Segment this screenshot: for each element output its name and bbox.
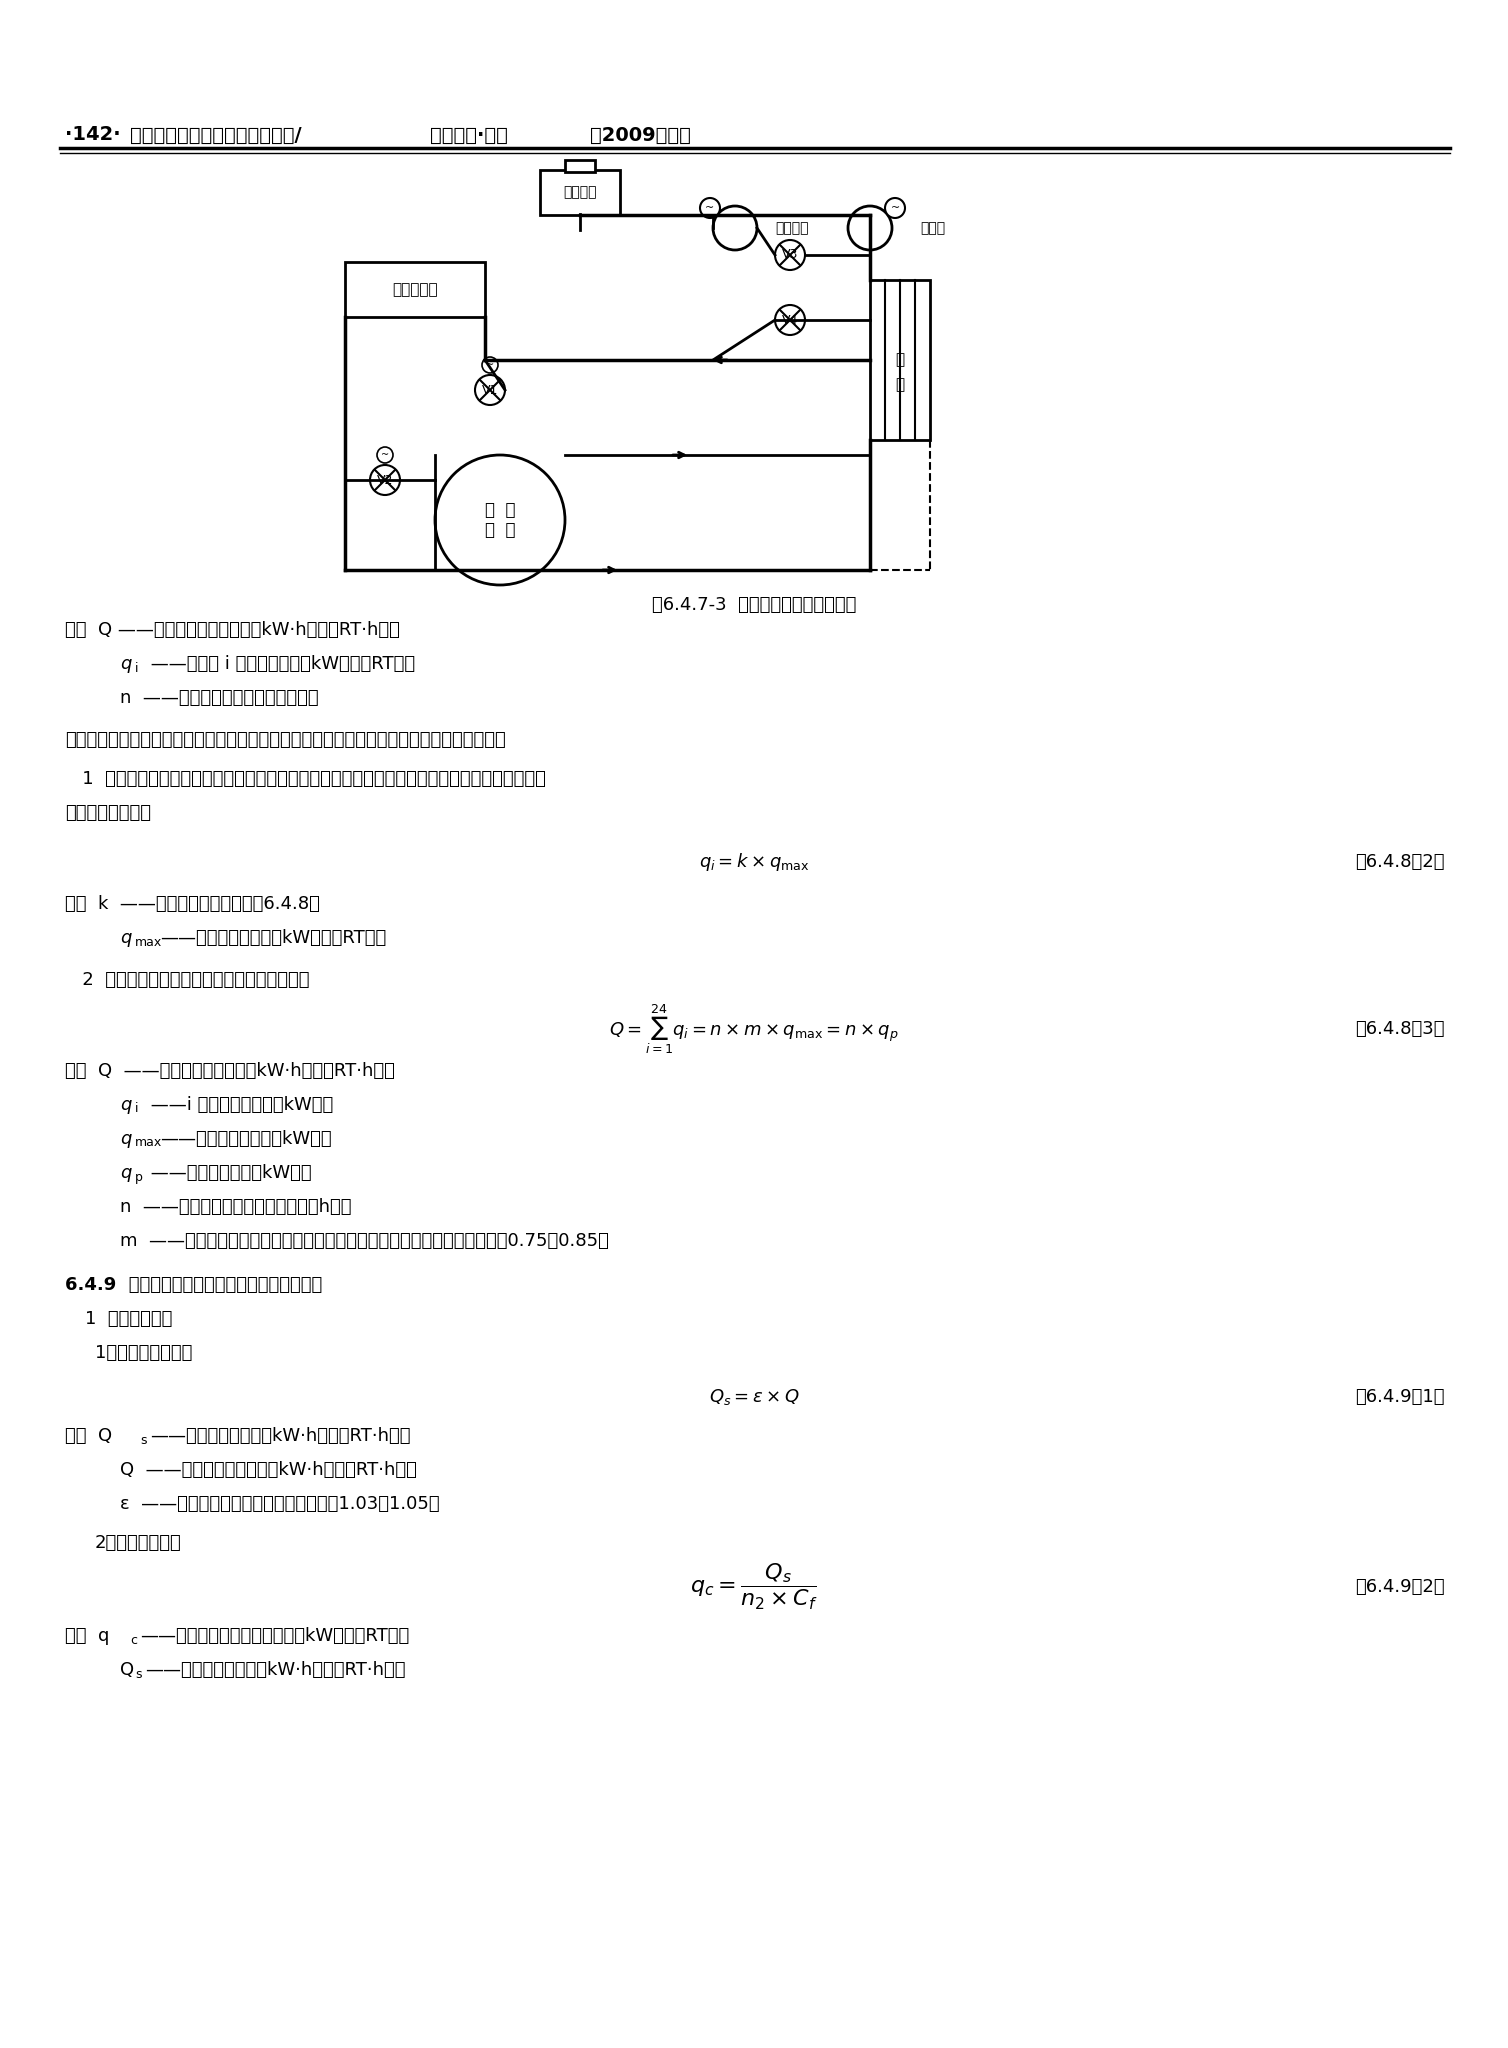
Text: 图6.4.7-3  主机下游串联系统示意图: 图6.4.7-3 主机下游串联系统示意图 xyxy=(651,596,857,614)
Circle shape xyxy=(483,356,498,373)
Text: （6.4.9－2）: （6.4.9－2） xyxy=(1356,1579,1445,1595)
Text: ——i 时刻空调冷负荷（kW）；: ——i 时刻空调冷负荷（kW）； xyxy=(145,1096,333,1114)
Text: 板: 板 xyxy=(896,352,905,367)
Text: n  ——设计日空调系统运行小时数。: n ——设计日空调系统运行小时数。 xyxy=(121,688,318,707)
Text: 装  置: 装 置 xyxy=(484,520,516,539)
Text: V3: V3 xyxy=(781,248,798,262)
Text: 式中  k  ——逐时冷负荷系数，见表6.4.8；: 式中 k ——逐时冷负荷系数，见表6.4.8； xyxy=(65,895,320,913)
Text: i: i xyxy=(136,1102,139,1116)
Text: $Q_s = \varepsilon \times Q$: $Q_s = \varepsilon \times Q$ xyxy=(709,1386,799,1407)
Circle shape xyxy=(713,207,757,250)
Text: ——设计日 i 时刻冷负荷，（kW）或（RT）；: ——设计日 i 时刻冷负荷，（kW）或（RT）； xyxy=(145,655,415,674)
Text: 在方案设计或初步设计阶段，可采用系数法或平均法，根据峰值负荷估计设计日逐时冷负荷。: 在方案设计或初步设计阶段，可采用系数法或平均法，根据峰值负荷估计设计日逐时冷负荷… xyxy=(65,731,505,750)
Text: ——日平均冷负荷（kW）；: ——日平均冷负荷（kW）； xyxy=(145,1163,312,1182)
Text: $q_i = k \times q_{\max}$: $q_i = k \times q_{\max}$ xyxy=(698,852,810,872)
Circle shape xyxy=(475,375,505,406)
Text: 1  全蓄冰系统：: 1 全蓄冰系统： xyxy=(84,1311,172,1327)
Text: n  ——设计日空调系统运行小时数（h）；: n ——设计日空调系统运行小时数（h）； xyxy=(121,1198,351,1217)
Text: 式中  Q  ——设计日总冷负荷，（kW·h）或（RT·h）；: 式中 Q ——设计日总冷负荷，（kW·h）或（RT·h）； xyxy=(65,1063,395,1079)
Text: i: i xyxy=(136,662,139,674)
Text: max: max xyxy=(136,936,163,948)
Circle shape xyxy=(885,199,905,217)
Text: p: p xyxy=(136,1171,143,1184)
Text: ~: ~ xyxy=(706,203,715,213)
Circle shape xyxy=(847,207,893,250)
Text: 冷水泵: 冷水泵 xyxy=(920,221,946,236)
Text: （6.4.8－3）: （6.4.8－3） xyxy=(1356,1020,1445,1038)
Text: 膨胀水箱: 膨胀水箱 xyxy=(564,184,597,199)
Text: V1: V1 xyxy=(483,383,498,397)
Text: 乙二醇泵: 乙二醇泵 xyxy=(775,221,808,236)
Text: q: q xyxy=(121,1163,131,1182)
Text: 式中  Q: 式中 Q xyxy=(65,1427,112,1446)
Circle shape xyxy=(434,455,566,586)
Text: 2  平均法：设计日总冷负荷量应按下式计算：: 2 平均法：设计日总冷负荷量应按下式计算： xyxy=(65,971,309,989)
Bar xyxy=(345,262,486,317)
Text: ~: ~ xyxy=(382,451,389,461)
Text: ——空调工况制冷机制冷量，（kW）或（RT）；: ——空调工况制冷机制冷量，（kW）或（RT）； xyxy=(140,1626,409,1645)
Text: q: q xyxy=(121,930,131,946)
Text: （6.4.9－1）: （6.4.9－1） xyxy=(1356,1389,1445,1407)
Text: 暖通空调·动力: 暖通空调·动力 xyxy=(430,125,508,145)
Text: ——蓄冰装置容量，（kW·h）或（RT·h）；: ——蓄冰装置容量，（kW·h）或（RT·h）； xyxy=(149,1427,410,1446)
Text: s: s xyxy=(136,1667,142,1681)
Text: 蓄  冰: 蓄 冰 xyxy=(484,502,516,518)
Bar xyxy=(540,170,620,215)
Text: Q: Q xyxy=(121,1661,134,1679)
Text: max: max xyxy=(136,1137,163,1149)
Text: q: q xyxy=(121,1130,131,1149)
Circle shape xyxy=(775,240,805,270)
Circle shape xyxy=(369,465,400,496)
Text: 1）蓄冰装置容量：: 1）蓄冰装置容量： xyxy=(95,1343,193,1362)
Text: （6.4.8－2）: （6.4.8－2） xyxy=(1356,854,1445,870)
Text: c: c xyxy=(130,1634,137,1647)
Text: 2）制冷机容量：: 2）制冷机容量： xyxy=(95,1534,182,1552)
Text: m  ——平均负荷系数，等于日平均冷负荷与峰值小时冷负荷的比值，一般取0.75～0.85。: m ——平均负荷系数，等于日平均冷负荷与峰值小时冷负荷的比值，一般取0.75～0… xyxy=(121,1233,609,1249)
Text: 式中  Q ——设计日空调总冷量，（kW·h）或（RT·h）；: 式中 Q ——设计日空调总冷量，（kW·h）或（RT·h）； xyxy=(65,621,400,639)
Text: q: q xyxy=(121,1096,131,1114)
Text: 式中  q: 式中 q xyxy=(65,1626,110,1645)
Text: 6.4.9  蓄冰装置容量，可按下列方法计算确定：: 6.4.9 蓄冰装置容量，可按下列方法计算确定： xyxy=(65,1276,323,1294)
Text: ——蓄冰装置容量，（kW·h）或（RT·h）；: ——蓄冰装置容量，（kW·h）或（RT·h）； xyxy=(145,1661,406,1679)
Text: 求得逐时冷负荷。: 求得逐时冷负荷。 xyxy=(65,805,151,821)
Text: 双工况主机: 双工况主机 xyxy=(392,283,437,297)
Text: Q  ——设计日总冷负荷，（kW·h）或（RT·h）；: Q ——设计日总冷负荷，（kW·h）或（RT·h）； xyxy=(121,1460,416,1479)
Text: （2009年版）: （2009年版） xyxy=(590,125,691,145)
Text: 全国民用建筑工程设计技术措施/: 全国民用建筑工程设计技术措施/ xyxy=(130,125,302,145)
Circle shape xyxy=(775,305,805,336)
Text: $Q = \sum_{i=1}^{24} q_i = n \times m \times q_{\max} = n \times q_p$: $Q = \sum_{i=1}^{24} q_i = n \times m \t… xyxy=(609,1001,899,1057)
Text: ——峰值小时冷负荷（kW）；: ——峰值小时冷负荷（kW）； xyxy=(160,1130,332,1149)
Text: V2: V2 xyxy=(377,473,394,487)
Text: ~: ~ xyxy=(890,203,900,213)
Text: ——峰值小时冷负荷（kW）或（RT）。: ——峰值小时冷负荷（kW）或（RT）。 xyxy=(160,930,386,946)
Text: q: q xyxy=(121,655,131,674)
Text: V4: V4 xyxy=(781,313,798,326)
Text: 1  系数法：利用常规制冷估算负荷方法计算设计日峰值负荷，乘以不同功能建筑逐时冷负荷系数: 1 系数法：利用常规制冷估算负荷方法计算设计日峰值负荷，乘以不同功能建筑逐时冷负… xyxy=(65,770,546,788)
Bar xyxy=(566,160,596,172)
Text: ε  ——蓄冰装置的实际放大系数，一般取1.03～1.05。: ε ——蓄冰装置的实际放大系数，一般取1.03～1.05。 xyxy=(121,1495,440,1513)
Text: 换: 换 xyxy=(896,377,905,393)
Bar xyxy=(870,281,930,440)
Text: s: s xyxy=(140,1434,146,1446)
Circle shape xyxy=(377,446,394,463)
Text: $q_c = \dfrac{Q_s}{n_2 \times C_f}$: $q_c = \dfrac{Q_s}{n_2 \times C_f}$ xyxy=(691,1563,817,1612)
Text: ~: ~ xyxy=(486,360,495,371)
Text: ·142·: ·142· xyxy=(65,125,121,145)
Circle shape xyxy=(700,199,719,217)
